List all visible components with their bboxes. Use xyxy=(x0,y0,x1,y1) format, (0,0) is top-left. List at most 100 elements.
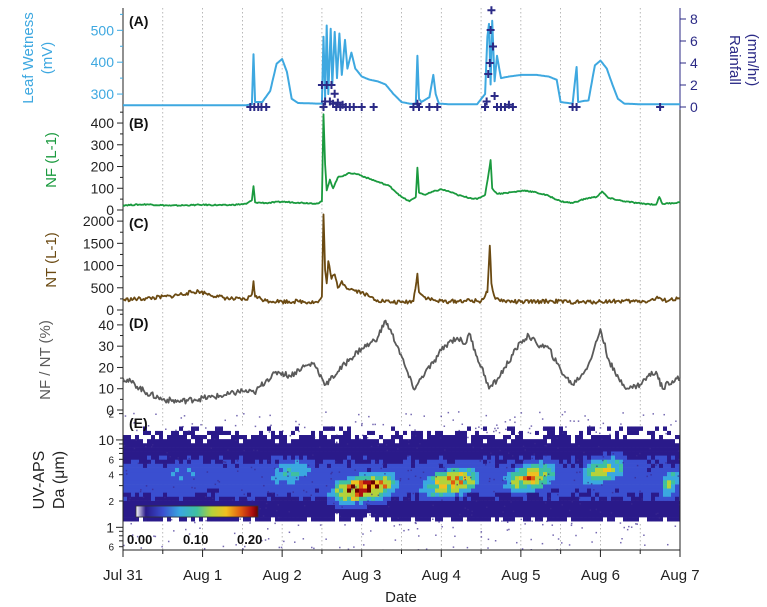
heatmap-cell xyxy=(399,459,404,464)
heatmap-cell xyxy=(623,496,628,501)
heatmap-cell xyxy=(531,451,536,456)
colorbar-min-label: 0.00 xyxy=(127,532,152,547)
heatmap-cell xyxy=(211,434,216,440)
heatmap-cell xyxy=(267,438,272,444)
heatmap-cell xyxy=(243,475,248,481)
heatmap-cell xyxy=(595,451,600,456)
heatmap-cell xyxy=(567,467,572,473)
heatmap-cell xyxy=(219,455,224,460)
rainfall-marker xyxy=(485,59,494,67)
heatmap-cell xyxy=(159,471,164,477)
heatmap-speck xyxy=(287,475,289,477)
heatmap-cell xyxy=(287,492,292,497)
heatmap-cell xyxy=(599,455,604,460)
heatmap-cell xyxy=(367,484,372,489)
heatmap-cell xyxy=(303,475,308,481)
heatmap-speck xyxy=(541,523,544,526)
heatmap-cell xyxy=(159,434,164,440)
heatmap-cell xyxy=(379,451,384,456)
heatmap-cell xyxy=(447,455,452,460)
heatmap-cell xyxy=(599,496,604,501)
heatmap-cell xyxy=(235,484,240,489)
heatmap-cell xyxy=(439,480,444,485)
heatmap-cell xyxy=(663,484,668,489)
heatmap-cell xyxy=(163,463,168,468)
heatmap-speck xyxy=(366,503,368,505)
heatmap-cell xyxy=(447,459,452,464)
heatmap-cell xyxy=(199,442,204,448)
heatmap-cell xyxy=(335,459,340,464)
heatmap-cell xyxy=(247,517,252,522)
heatmap-cell xyxy=(155,480,160,485)
heatmap-cell xyxy=(495,480,500,485)
heatmap-cell xyxy=(131,508,136,514)
heatmap-cell xyxy=(275,500,280,506)
heatmap-cell xyxy=(503,447,508,452)
heatmap-cell xyxy=(551,438,556,444)
heatmap-cell xyxy=(123,471,128,477)
heatmap-cell xyxy=(311,504,316,510)
heatmap-cell xyxy=(275,488,280,493)
heatmap-cell xyxy=(575,504,580,510)
heatmap-cell xyxy=(579,500,584,506)
heatmap-cell xyxy=(595,447,600,452)
heatmap-cell xyxy=(223,442,228,448)
heatmap-speck xyxy=(575,534,577,537)
heatmap-cell xyxy=(631,480,636,485)
heatmap-cell xyxy=(383,517,388,522)
panel-label: (D) xyxy=(129,315,148,331)
heatmap-cell xyxy=(131,459,136,464)
heatmap-cell xyxy=(519,442,524,448)
heatmap-cell xyxy=(159,488,164,493)
heatmap-cell xyxy=(403,426,408,431)
heatmap-cell xyxy=(651,508,656,514)
heatmap-speck xyxy=(258,416,261,418)
heatmap-cell xyxy=(299,517,304,522)
heatmap-cell xyxy=(363,492,368,497)
heatmap-cell xyxy=(431,512,436,518)
heatmap-speck xyxy=(183,415,186,417)
heatmap-speck xyxy=(657,512,659,515)
heatmap-cell xyxy=(311,438,316,444)
heatmap-cell xyxy=(227,438,232,444)
heatmap-cell xyxy=(443,508,448,514)
heatmap-cell xyxy=(615,463,620,468)
heatmap-cell xyxy=(131,504,136,510)
heatmap-cell xyxy=(227,430,232,436)
heatmap-speck xyxy=(347,548,350,550)
heatmap-cell xyxy=(147,434,152,440)
heatmap-cell xyxy=(327,442,332,448)
heatmap-cell xyxy=(291,434,296,440)
heatmap-cell xyxy=(631,492,636,497)
heatmap-cell xyxy=(179,517,184,522)
heatmap-cell xyxy=(263,447,268,452)
heatmap-cell xyxy=(251,492,256,497)
heatmap-cell xyxy=(599,451,604,456)
heatmap-speck xyxy=(243,413,245,415)
heatmap-cell xyxy=(455,488,460,493)
heatmap-cell xyxy=(143,442,148,448)
heatmap-cell xyxy=(635,451,640,456)
heatmap-cell xyxy=(271,459,276,464)
heatmap-cell xyxy=(479,508,484,514)
heatmap-cell xyxy=(407,475,412,481)
heatmap-cell xyxy=(275,463,280,468)
heatmap-cell xyxy=(511,467,516,473)
heatmap-cell xyxy=(651,488,656,493)
heatmap-cell xyxy=(427,512,432,518)
heatmap-speck xyxy=(278,516,280,519)
heatmap-cell xyxy=(467,442,472,448)
heatmap-cell xyxy=(159,496,164,501)
heatmap-cell xyxy=(631,484,636,489)
rainfall-marker xyxy=(369,103,378,111)
heatmap-cell xyxy=(311,451,316,456)
heatmap-speck xyxy=(235,544,237,546)
heatmap-cell xyxy=(627,488,632,493)
heatmap-cell xyxy=(235,430,240,436)
heatmap-cell xyxy=(479,488,484,493)
heatmap-cell xyxy=(183,467,188,473)
heatmap-speck xyxy=(520,518,523,521)
heatmap-cell xyxy=(267,517,272,522)
heatmap-cell xyxy=(627,459,632,464)
heatmap-cell xyxy=(607,467,612,473)
